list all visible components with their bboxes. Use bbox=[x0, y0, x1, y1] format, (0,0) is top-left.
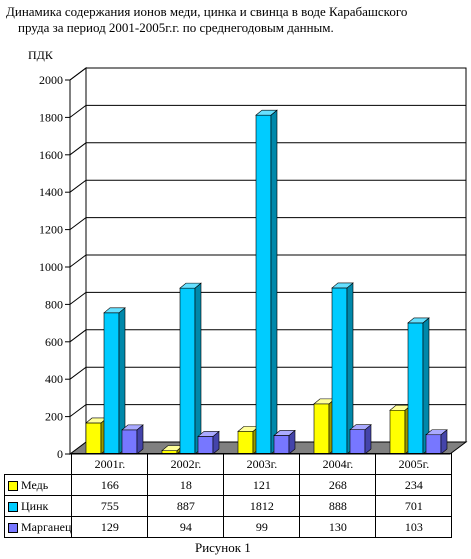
data-value-cell: 99 bbox=[223, 516, 301, 538]
y-tick-label: 800 bbox=[45, 297, 63, 311]
data-value-cell: 755 bbox=[71, 495, 149, 517]
legend-swatch bbox=[8, 522, 18, 533]
bar-Марганец-2003г. bbox=[273, 429, 296, 455]
y-tick-label: 1800 bbox=[39, 110, 63, 124]
data-value-cell: 166 bbox=[71, 474, 149, 496]
data-value-cell: 129 bbox=[71, 516, 149, 538]
y-tick-label: 2000 bbox=[39, 73, 63, 87]
bar-top bbox=[179, 282, 202, 289]
series-name: Марганец bbox=[21, 519, 72, 534]
category-label: 2001г. bbox=[71, 453, 149, 475]
data-value-cell: 130 bbox=[299, 516, 377, 538]
bar-top bbox=[349, 424, 372, 430]
gridline bbox=[69, 217, 466, 231]
series-label-cell: Медь bbox=[3, 474, 73, 496]
table-row: Цинк 755 887 1812 888 701 bbox=[3, 495, 453, 517]
category-label: 2004г. bbox=[299, 453, 377, 475]
legend-swatch bbox=[8, 480, 18, 491]
gridline bbox=[69, 179, 466, 193]
bar-top bbox=[197, 431, 220, 437]
bar-Марганец-2001г. bbox=[121, 424, 144, 455]
bar-front bbox=[103, 312, 120, 455]
chart-title: Динамика содержания ионов меди, цинка и … bbox=[6, 4, 466, 36]
bar-Цинк-2001г. bbox=[103, 307, 126, 455]
data-value-cell: 121 bbox=[223, 474, 301, 496]
bar-Цинк-2002г. bbox=[179, 282, 202, 455]
series-label-cell: Цинк bbox=[3, 495, 73, 517]
y-tick-label: 1000 bbox=[39, 260, 63, 274]
table-row: Медь 166 18 121 268 234 bbox=[3, 474, 453, 496]
bar-top bbox=[407, 317, 430, 324]
gridline bbox=[69, 142, 466, 156]
bar-front bbox=[389, 409, 406, 455]
bar-top bbox=[255, 109, 278, 116]
data-value-cell: 888 bbox=[299, 495, 377, 517]
y-tick-label: 600 bbox=[45, 335, 63, 349]
bar-top bbox=[121, 424, 144, 431]
category-label: 2003г. bbox=[223, 453, 301, 475]
bar-top bbox=[273, 430, 296, 436]
data-value-cell: 94 bbox=[147, 516, 225, 538]
bar-Цинк-2003г. bbox=[255, 109, 278, 455]
figure-caption: Рисунок 1 bbox=[195, 540, 251, 555]
y-tick-label: 400 bbox=[45, 372, 63, 386]
gridline bbox=[69, 67, 466, 81]
y-tick-label: 1600 bbox=[39, 148, 63, 162]
data-value-cell: 234 bbox=[375, 474, 453, 496]
bar-front bbox=[121, 429, 138, 455]
bar-front bbox=[85, 422, 102, 455]
data-table: 2001г. 2002г. 2003г. 2004г. 2005г. Медь 166 18 1… bbox=[3, 453, 453, 538]
bar-Цинк-2005г. bbox=[407, 317, 430, 455]
bar-front bbox=[331, 287, 348, 455]
bar-front bbox=[313, 403, 330, 455]
bar-side bbox=[194, 282, 202, 455]
data-value-cell: 887 bbox=[147, 495, 225, 517]
bar-Цинк-2004г. bbox=[331, 282, 354, 455]
bar-front bbox=[407, 322, 424, 455]
data-value-cell: 701 bbox=[375, 495, 453, 517]
bar-top bbox=[331, 282, 354, 289]
bar-Марганец-2002г. bbox=[197, 430, 220, 455]
chart-title-line-1: Динамика содержания ионов меди, цинка и … bbox=[6, 4, 408, 19]
bar-front bbox=[179, 287, 196, 455]
table-row: Марганец 129 94 99 130 103 bbox=[3, 516, 453, 538]
bar-front bbox=[237, 431, 254, 455]
bar-front bbox=[425, 434, 442, 455]
bar-front bbox=[197, 436, 214, 455]
bar-front bbox=[273, 435, 290, 455]
legend-swatch bbox=[8, 501, 18, 512]
table-corner-cell bbox=[4, 453, 73, 475]
series-name: Цинк bbox=[21, 498, 49, 513]
data-table-body: 2001г. 2002г. 2003г. 2004г. 2005г. Медь 166 18 1… bbox=[3, 453, 453, 538]
bar-top bbox=[103, 307, 126, 314]
chart-title-line-2: пруда за период 2001-2005г.г. по среднег… bbox=[18, 20, 334, 35]
bar-Марганец-2004г. bbox=[349, 424, 372, 455]
data-value-cell: 1812 bbox=[223, 495, 301, 517]
y-tick-label: 1200 bbox=[39, 223, 63, 237]
y-tick-label: 1400 bbox=[39, 185, 63, 199]
bar-top bbox=[425, 429, 448, 436]
bar-front bbox=[349, 429, 366, 455]
category-label: 2002г. bbox=[147, 453, 225, 475]
bar-side bbox=[270, 109, 278, 455]
y-axis-label: ПДК bbox=[28, 48, 54, 62]
series-name: Медь bbox=[21, 477, 49, 492]
bar-front bbox=[255, 114, 272, 455]
bar-Марганец-2005г. bbox=[425, 429, 448, 455]
category-label: 2005г. bbox=[375, 453, 453, 475]
y-tick-label: 200 bbox=[45, 410, 63, 424]
data-value-cell: 268 bbox=[299, 474, 377, 496]
gridline bbox=[69, 254, 466, 268]
table-header-row: 2001г. 2002г. 2003г. 2004г. 2005г. bbox=[4, 453, 453, 475]
data-value-cell: 103 bbox=[375, 516, 453, 538]
series-label-cell: Марганец bbox=[3, 516, 73, 538]
data-value-cell: 18 bbox=[147, 474, 225, 496]
gridline bbox=[69, 104, 466, 118]
